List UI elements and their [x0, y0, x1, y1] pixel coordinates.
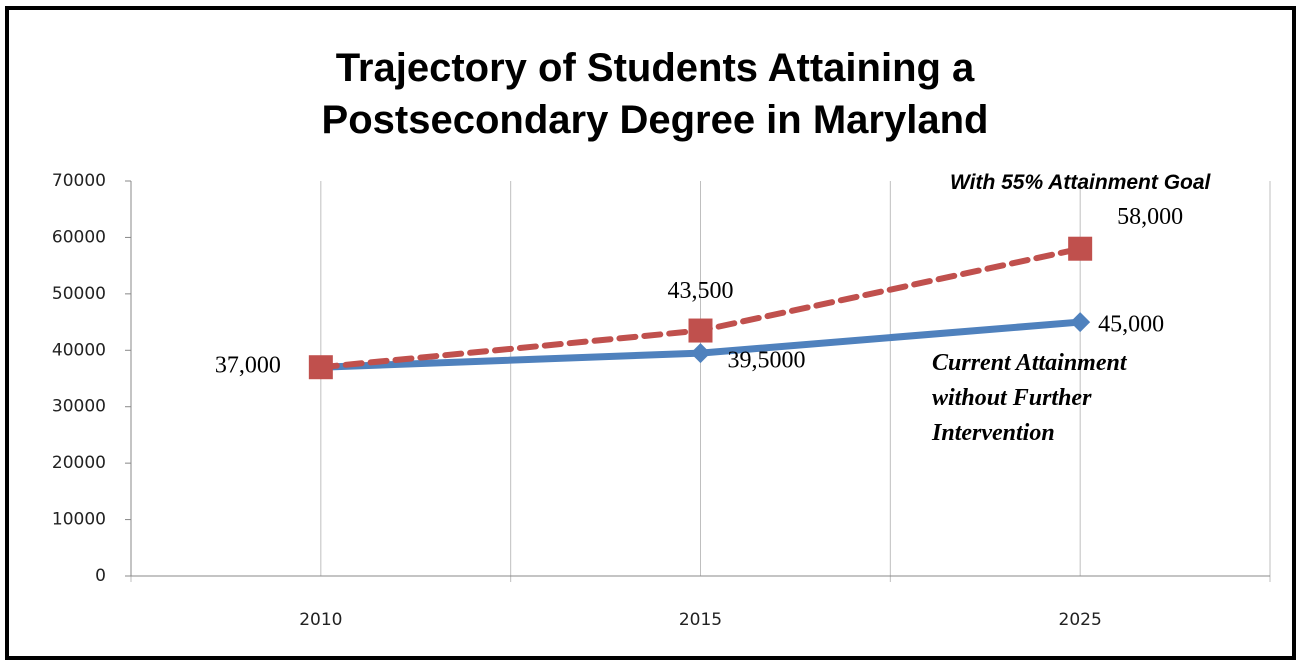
marker-diamond: [690, 343, 711, 364]
chart-border: [5, 6, 1296, 660]
marker-square: [308, 355, 333, 380]
data-label: 45,000: [1098, 312, 1164, 338]
y-tick-label: 0: [95, 566, 106, 586]
data-label: 37,000: [215, 353, 281, 379]
y-tick-label: 30000: [52, 397, 106, 417]
x-tick-label: 2025: [1059, 610, 1102, 630]
data-label: 58,000: [1117, 204, 1183, 230]
x-tick-label: 2010: [299, 610, 342, 630]
marker-square: [1068, 236, 1093, 261]
y-tick-label: 20000: [52, 453, 106, 473]
marker-square: [688, 318, 713, 343]
data-label: 39,5000: [728, 348, 806, 374]
y-tick-label: 10000: [52, 510, 106, 530]
y-tick-label: 70000: [52, 171, 106, 191]
marker-diamond: [1070, 312, 1091, 333]
x-tick-label: 2015: [679, 610, 722, 630]
series-annotation: Current Attainment without Further Interve…: [931, 350, 1128, 446]
y-tick-label: 40000: [52, 340, 106, 360]
series-annotation: With 55% Attainment Goal: [950, 171, 1212, 194]
y-tick-label: 60000: [52, 227, 106, 247]
data-label: 43,500: [668, 278, 734, 304]
chart-title: Trajectory of Students Attaining a Postse…: [322, 46, 989, 142]
y-tick-label: 50000: [52, 284, 106, 304]
